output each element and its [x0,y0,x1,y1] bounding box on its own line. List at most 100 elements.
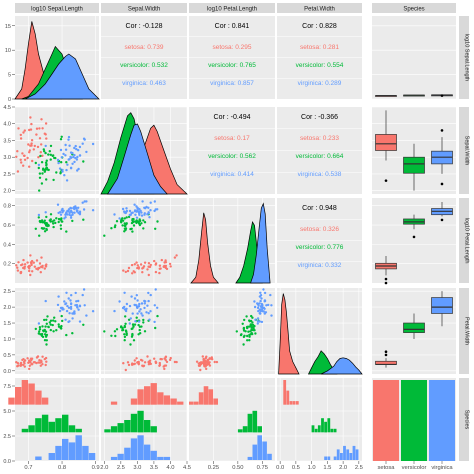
point-setosa [147,265,150,268]
point-setosa [16,266,19,269]
point-versicolor [120,221,123,224]
col-strip-label: log10 Petal.Length [207,7,257,13]
point-virginica [137,320,141,323]
hist-bar-setosa [157,392,164,405]
point-virginica [60,156,63,159]
point-versicolor [113,330,117,333]
point-virginica [270,304,273,307]
point-versicolor [132,339,136,342]
point-setosa [137,267,140,270]
point-versicolor [37,216,40,219]
point-virginica [147,206,150,209]
species-bar-virginica [429,380,455,461]
row-strip-label: Petal.Width [464,317,470,345]
point-virginica [133,297,137,300]
point-virginica [154,288,157,291]
point-versicolor [246,339,249,342]
y-tick-label: 0.0 [3,369,11,375]
box-outlier [384,281,388,285]
point-versicolor [243,334,246,337]
hist-bar-virginica [68,442,76,460]
y-tick-label: 10 [5,48,11,54]
point-virginica [265,304,268,307]
correlation-setosa: setosa: 0.295 [212,44,251,51]
point-setosa [133,362,136,365]
point-virginica [130,295,133,298]
point-virginica [62,209,65,212]
correlation-total: Cor : 0.948 [302,205,337,212]
point-virginica [259,299,262,303]
point-versicolor [244,330,247,333]
hist-bar-virginica [130,438,138,460]
point-versicolor [49,144,53,148]
hist-bar-versicolor [252,410,258,433]
point-versicolor [38,220,42,223]
point-versicolor [38,172,42,175]
hist-bar-setosa [170,398,177,405]
correlation-versicolor: versicolor: 0.765 [208,62,256,69]
hist-bar-setosa [193,401,199,405]
point-virginica [58,211,62,214]
point-virginica [256,306,260,310]
point-setosa [147,273,150,277]
point-virginica [61,168,64,172]
point-setosa [40,143,43,146]
point-versicolor [124,329,128,332]
species-bar-setosa [373,380,399,461]
point-virginica [153,304,156,307]
point-versicolor [243,318,246,322]
row-strip-label: Species [464,410,470,430]
point-versicolor [42,167,45,170]
point-virginica [257,304,260,307]
correlation-setosa: setosa: 0.233 [300,135,339,142]
point-versicolor [248,335,251,338]
point-versicolor [55,171,58,174]
point-virginica [69,206,72,210]
hist-bar-setosa [213,398,218,405]
point-setosa [135,261,138,264]
point-virginica [37,322,41,325]
point-virginica [82,137,86,140]
col-strip-lpl [189,3,275,13]
hist-bar-virginica [262,441,267,460]
point-versicolor [41,172,44,175]
point-virginica [121,306,125,310]
point-setosa [16,150,19,153]
point-setosa [133,263,136,266]
point-setosa [19,271,22,274]
hist-bar-versicolor [327,418,331,433]
point-versicolor [49,218,52,221]
point-versicolor [46,315,49,318]
point-setosa [164,355,168,358]
hist-bar-setosa [286,390,290,405]
point-virginica [136,312,139,315]
point-virginica [44,211,47,214]
point-setosa [36,268,40,271]
point-virginica [78,304,82,307]
point-setosa [30,363,33,366]
point-virginica [91,142,95,146]
point-setosa [153,357,156,360]
point-setosa [168,262,172,266]
point-versicolor [135,316,138,319]
point-versicolor [60,161,63,164]
point-setosa [17,261,20,264]
hist-bar-versicolor [62,414,69,433]
y-tick-label: 2.0 [3,305,11,311]
col-strip-lsl [15,3,99,13]
point-virginica [260,302,263,306]
point-setosa [136,361,139,364]
point-versicolor [51,154,54,158]
point-versicolor [49,319,53,322]
hist-bar-virginica [267,453,272,460]
point-virginica [71,312,74,315]
point-setosa [28,267,31,270]
point-versicolor [43,230,47,233]
point-setosa [37,156,40,159]
point-virginica [66,163,69,166]
point-virginica [74,291,77,295]
point-versicolor [41,221,44,224]
box-outlier [412,235,416,239]
point-virginica [256,302,259,305]
point-versicolor [121,224,124,227]
